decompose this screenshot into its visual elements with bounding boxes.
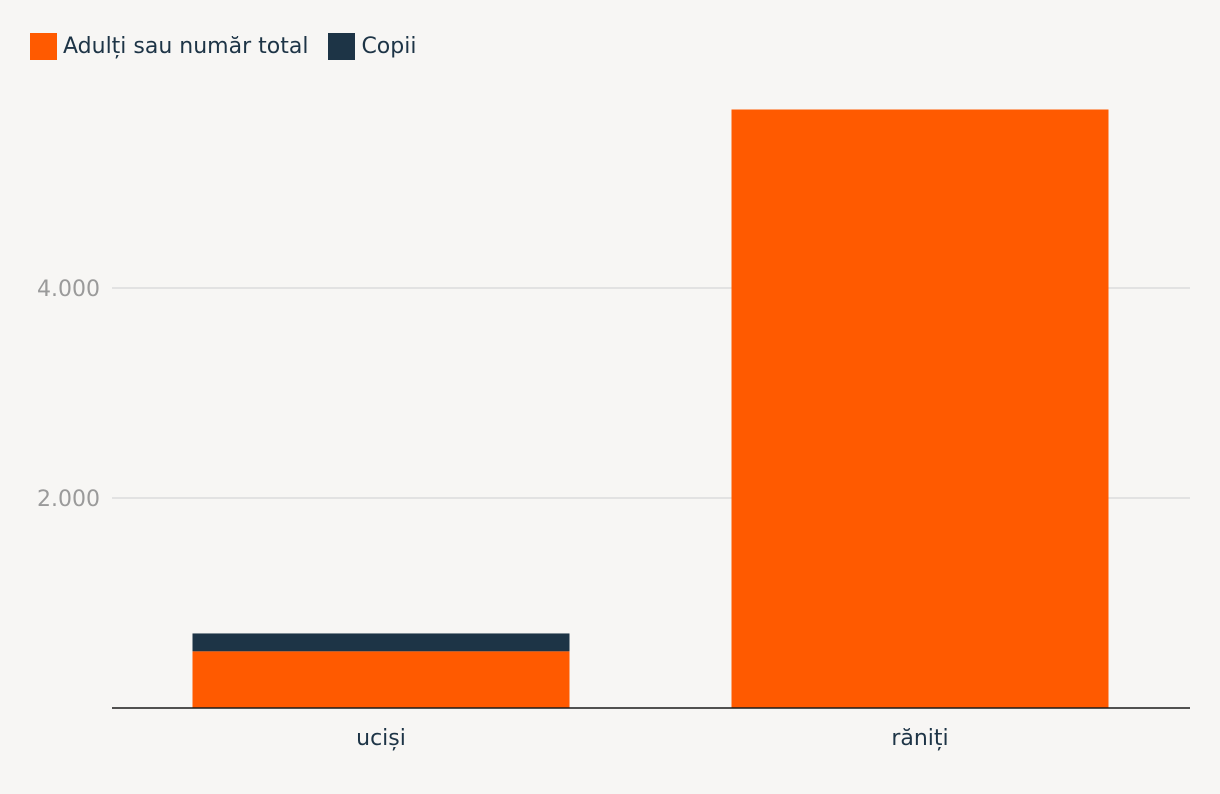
x-category-label-0: uciși (356, 726, 406, 751)
legend-swatch-adults (30, 33, 57, 60)
bar-1-series-0 (731, 109, 1109, 708)
legend: Adulți sau număr total Copii (30, 33, 436, 60)
legend-label-adults: Adulți sau număr total (63, 34, 309, 59)
legend-item-children[interactable]: Copii (328, 33, 416, 60)
x-category-label-1: răniți (891, 726, 948, 751)
y-tick-label-1: 4.000 (37, 277, 100, 302)
legend-label-children: Copii (361, 34, 417, 59)
legend-swatch-children (328, 33, 356, 60)
bar-0-series-1 (192, 633, 570, 652)
y-tick-label-0: 2.000 (37, 487, 100, 512)
bar-0-series-0 (192, 651, 570, 708)
legend-item-adults[interactable]: Adulți sau număr total (30, 33, 308, 60)
